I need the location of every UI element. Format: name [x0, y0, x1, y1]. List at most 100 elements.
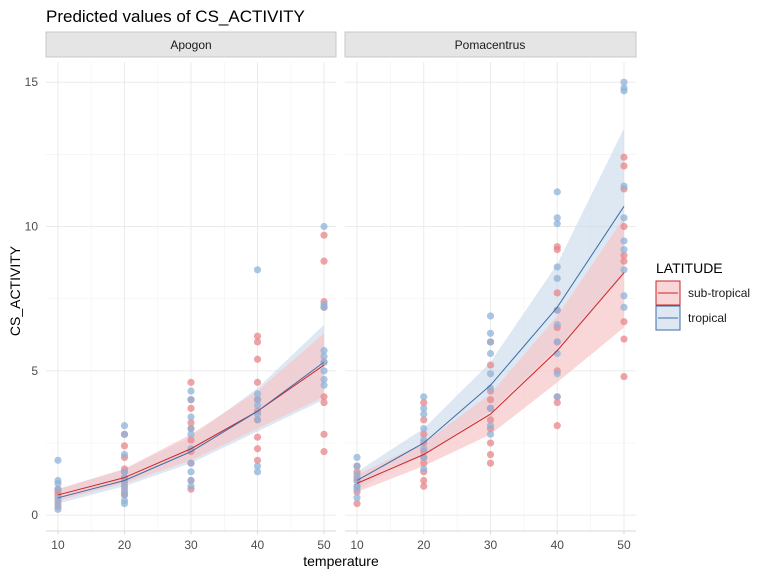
apogon-point-tropical-37 — [320, 367, 328, 375]
apogon-point-tropical-35 — [320, 381, 328, 389]
apogon-point-sub-tropical-32 — [253, 355, 262, 363]
apogon-x-tick-label-40: 40 — [251, 538, 265, 552]
apogon-point-tropical-42 — [320, 300, 328, 309]
pomacentrus-point-tropical-25 — [553, 370, 561, 378]
apogon-point-sub-tropical-25 — [253, 456, 262, 464]
apogon-point-tropical-39 — [320, 352, 328, 360]
pomacentrus-point-sub-tropical-23 — [486, 396, 495, 404]
y-tick-label-10: 10 — [25, 220, 39, 234]
apogon-point-tropical-3 — [54, 485, 62, 493]
apogon-point-tropical-28 — [253, 462, 262, 470]
legend-entry-tropical: tropical — [655, 305, 727, 331]
pomacentrus-x-tick-label-40: 40 — [551, 538, 565, 552]
y-axis-ticks: 0 5 10 15 — [25, 75, 39, 522]
pomacentrus-point-tropical-16 — [486, 422, 495, 430]
y-axis-title: CS_ACTIVITY — [7, 245, 23, 336]
pomacentrus-point-sub-tropical-45 — [620, 153, 628, 161]
pomacentrus-point-tropical-27 — [553, 338, 561, 346]
pomacentrus-point-tropical-39 — [620, 237, 628, 245]
pomacentrus-point-sub-tropical-25 — [486, 361, 495, 369]
apogon-point-sub-tropical-13 — [120, 442, 129, 450]
apogon-line-sub-tropical — [57, 364, 325, 496]
pomacentrus-point-tropical-44 — [620, 78, 628, 86]
apogon-point-sub-tropical-24 — [187, 378, 195, 386]
legend-title: LATITUDE — [656, 260, 723, 276]
apogon-point-tropical-33 — [253, 390, 262, 398]
apogon-point-sub-tropical-26 — [253, 445, 262, 453]
apogon-point-sub-tropical-37 — [320, 398, 328, 407]
pomacentrus-x-tick-label-30: 30 — [484, 538, 498, 552]
pomacentrus-point-tropical-4 — [353, 471, 361, 479]
pomacentrus-point-sub-tropical-8 — [420, 476, 428, 485]
panel-pomacentrus-lines — [356, 206, 625, 484]
pomacentrus-point-sub-tropical-36 — [553, 243, 561, 251]
y-tick-label-5: 5 — [31, 364, 38, 378]
pomacentrus-line-sub-tropical — [356, 272, 625, 484]
apogon-point-tropical-18 — [187, 476, 195, 485]
pomacentrus-point-sub-tropical-15 — [420, 416, 428, 424]
pomacentrus-point-tropical-35 — [620, 303, 628, 311]
apogon-point-tropical-16 — [120, 422, 129, 430]
apogon-x-tick-label-50: 50 — [317, 538, 331, 552]
strip-apogon-background — [45, 31, 337, 58]
apogon-x-tick-label-30: 30 — [184, 538, 198, 552]
pomacentrus-x-tick-label-10: 10 — [350, 538, 364, 552]
panel-apogon: Apogon 10 20 30 40 50 — [45, 31, 337, 552]
pomacentrus-point-tropical-40 — [620, 214, 628, 222]
apogon-point-sub-tropical-33 — [253, 338, 262, 346]
apogon-point-tropical-9 — [120, 491, 129, 499]
apogon-point-tropical-23 — [187, 424, 195, 433]
pomacentrus-point-tropical-30 — [553, 274, 561, 283]
apogon-point-tropical-19 — [187, 468, 195, 476]
apogon-point-sub-tropical-22 — [187, 404, 195, 412]
apogon-point-tropical-34 — [253, 266, 262, 274]
pomacentrus-point-sub-tropical-19 — [486, 439, 495, 447]
pomacentrus-point-tropical-9 — [420, 445, 428, 453]
apogon-ribbon-sub-tropical — [57, 333, 325, 501]
pomacentrus-point-sub-tropical-17 — [486, 459, 495, 467]
apogon-point-tropical-20 — [187, 459, 195, 467]
pomacentrus-point-sub-tropical-10 — [420, 459, 428, 467]
pomacentrus-point-tropical-17 — [486, 404, 495, 412]
pomacentrus-point-sub-tropical-40 — [620, 257, 628, 265]
apogon-point-tropical-0 — [54, 505, 62, 513]
apogon-point-tropical-40 — [320, 347, 328, 355]
pomacentrus-point-tropical-0 — [353, 494, 361, 502]
pomacentrus-point-tropical-11 — [420, 424, 428, 433]
pomacentrus-point-sub-tropical-7 — [420, 482, 428, 490]
legend-label-tropical: tropical — [688, 311, 727, 325]
chart-title: Predicted values of CS_ACTIVITY — [46, 7, 305, 26]
apogon-point-sub-tropical-42 — [320, 257, 328, 265]
pomacentrus-point-sub-tropical-37 — [620, 372, 628, 381]
pomacentrus-x-tick-label-50: 50 — [617, 538, 631, 552]
apogon-point-tropical-1 — [54, 499, 62, 508]
pomacentrus-point-tropical-20 — [486, 349, 495, 358]
strip-label-pomacentrus: Pomacentrus — [455, 38, 526, 52]
pomacentrus-point-tropical-23 — [486, 312, 495, 320]
pomacentrus-point-sub-tropical-0 — [353, 499, 361, 508]
apogon-point-tropical-17 — [187, 482, 195, 490]
pomacentrus-point-sub-tropical-21 — [486, 416, 495, 424]
apogon-point-sub-tropical-34 — [253, 332, 262, 340]
apogon-x-tick-label-20: 20 — [118, 538, 132, 552]
pomacentrus-point-sub-tropical-44 — [620, 162, 628, 170]
pomacentrus-point-tropical-24 — [553, 393, 561, 401]
panel-apogon-points — [54, 222, 328, 513]
pomacentrus-point-tropical-33 — [553, 214, 561, 222]
apogon-point-tropical-10 — [120, 485, 129, 493]
pomacentrus-point-tropical-6 — [353, 453, 361, 462]
pomacentrus-point-tropical-28 — [553, 321, 561, 329]
apogon-point-tropical-25 — [187, 396, 195, 404]
pomacentrus-point-tropical-7 — [420, 465, 428, 473]
pomacentrus-point-sub-tropical-42 — [620, 222, 628, 231]
apogon-point-tropical-24 — [187, 413, 195, 421]
apogon-point-tropical-6 — [54, 456, 62, 464]
pomacentrus-point-sub-tropical-18 — [486, 450, 495, 459]
pomacentrus-point-tropical-15 — [486, 430, 495, 438]
pomacentrus-point-tropical-14 — [420, 393, 428, 401]
y-tick-label-15: 15 — [25, 75, 39, 89]
apogon-point-sub-tropical-36 — [320, 430, 328, 438]
apogon-point-sub-tropical-35 — [320, 448, 328, 456]
legend-entry-sub-tropical: sub-tropical — [655, 280, 750, 306]
